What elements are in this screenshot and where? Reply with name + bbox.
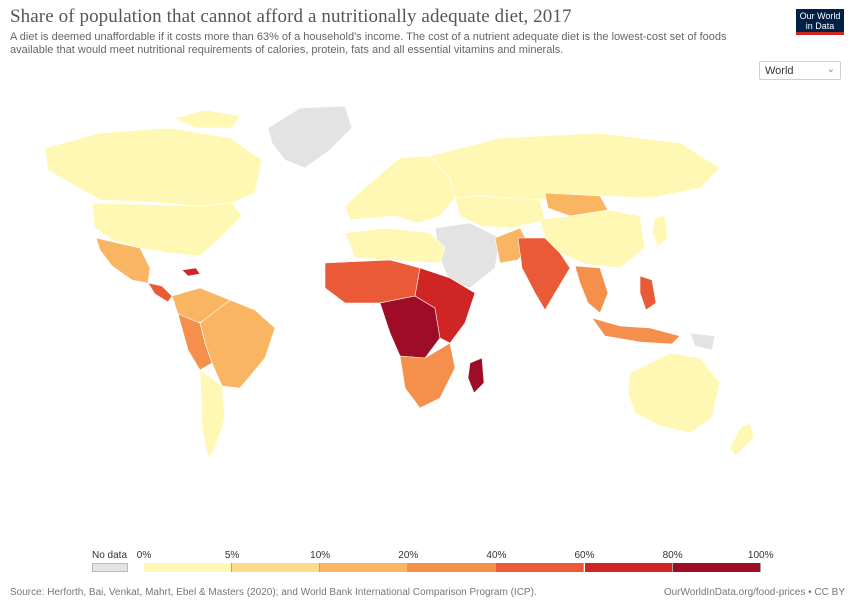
map-region-middle-east[interactable]	[434, 222, 501, 289]
map-region-indonesia[interactable]	[591, 317, 681, 345]
legend-tick-6: 80%	[662, 550, 683, 561]
map-region-caribbean[interactable]	[181, 267, 201, 277]
world-map	[44, 105, 755, 459]
map-region-new-zealand[interactable]	[729, 422, 755, 457]
map-region-papua[interactable]	[689, 332, 716, 351]
legend-tick-5: 60%	[574, 550, 595, 561]
legend-bin-1	[232, 563, 321, 572]
map-region-southern-cone[interactable]	[199, 369, 226, 459]
map-region-europe[interactable]	[344, 155, 456, 224]
map-region-philippines[interactable]	[639, 275, 657, 311]
legend-tick-0: 0%	[136, 550, 152, 561]
map-region-greenland[interactable]	[267, 105, 353, 169]
legend-bin-0	[144, 563, 233, 572]
logo-line-2: in Data	[805, 21, 835, 31]
chevron-down-icon: ⌄	[826, 64, 835, 75]
chart-title: Share of population that cannot afford a…	[10, 6, 572, 27]
logo-line-1: Our World	[799, 11, 841, 21]
legend-tick-4: 40%	[486, 550, 507, 561]
legend-bin-4	[496, 563, 585, 572]
map-region-arctic-islands[interactable]	[174, 109, 241, 129]
map-region-russia[interactable]	[429, 132, 721, 201]
region-select-value: World	[765, 65, 794, 77]
legend-bin-5	[584, 563, 673, 572]
map-region-usa[interactable]	[91, 202, 243, 257]
legend-bin-2	[320, 563, 409, 572]
legend-tick-3: 20%	[398, 550, 419, 561]
map-region-north-africa[interactable]	[344, 227, 446, 264]
owid-logo[interactable]: Our World in Data	[796, 9, 844, 35]
map-region-southeast-asia[interactable]	[574, 265, 609, 314]
map-region-india[interactable]	[517, 237, 571, 311]
legend-tick-2: 10%	[310, 550, 331, 561]
credit-link[interactable]: OurWorldInData.org/food-prices • CC BY	[663, 587, 845, 598]
legend-bin-6	[672, 563, 761, 572]
map-region-southern-africa[interactable]	[399, 342, 456, 409]
map-region-mexico[interactable]	[95, 237, 151, 284]
color-legend: No data 0% 5% 10% 20% 40% 60% 80% 100%	[0, 546, 855, 576]
legend-tick-7: 100%	[747, 550, 774, 561]
map-region-madagascar[interactable]	[467, 357, 485, 394]
map-region-central-asia[interactable]	[454, 195, 546, 229]
map-region-australia[interactable]	[627, 352, 721, 434]
region-select[interactable]: World ⌄	[759, 61, 841, 80]
source-note: Source: Herforth, Bai, Venkat, Mahrt, Eb…	[10, 587, 537, 598]
map-region-canada[interactable]	[44, 127, 263, 207]
legend-tick-1: 5%	[224, 550, 240, 561]
legend-no-data-swatch	[92, 563, 128, 572]
map-region-central-america[interactable]	[147, 282, 173, 303]
legend-bin-3	[408, 563, 497, 572]
map-region-andes[interactable]	[177, 313, 213, 371]
chart-subtitle: A diet is deemed unaffordable if it cost…	[10, 31, 727, 56]
legend-no-data-label: No data	[92, 550, 128, 561]
map-region-west-africa[interactable]	[324, 259, 421, 304]
map-region-japan[interactable]	[651, 215, 669, 247]
